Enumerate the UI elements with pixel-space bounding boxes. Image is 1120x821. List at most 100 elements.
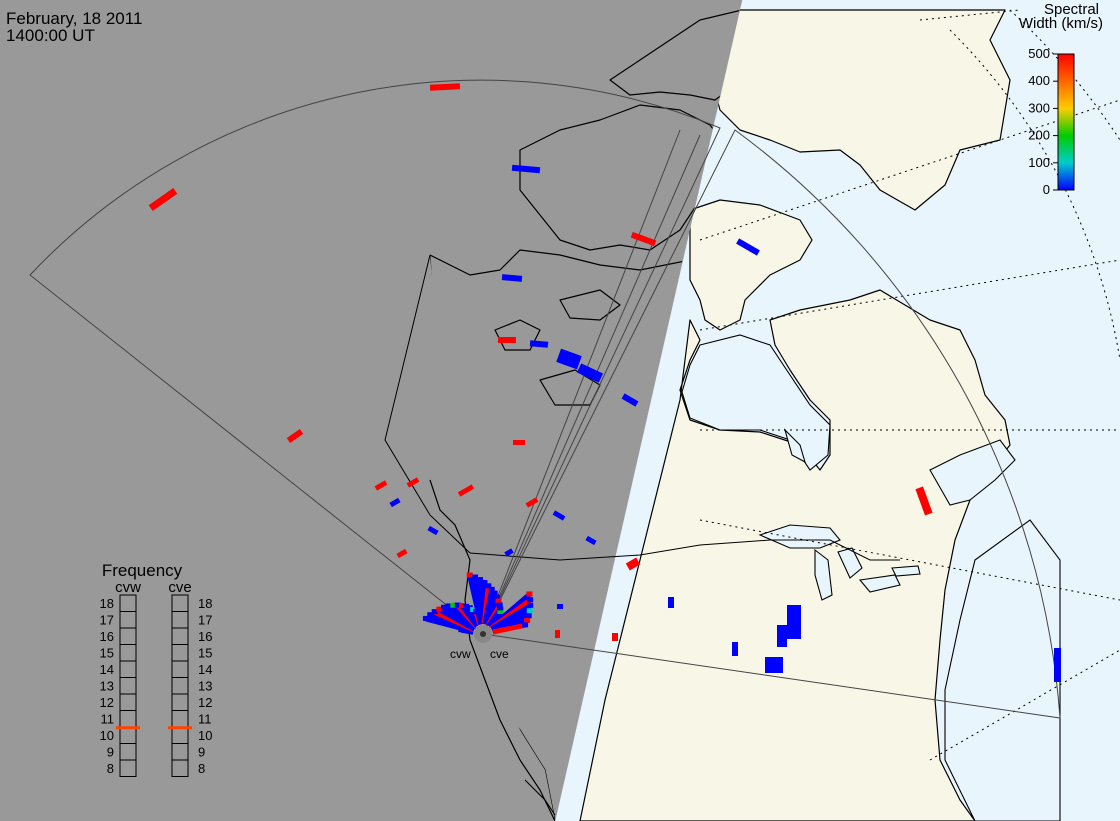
- frequency-scale-label: 12: [100, 695, 114, 710]
- echo-cell: [488, 586, 495, 592]
- frequency-scale-label: 13: [198, 679, 212, 694]
- frequency-panel: Frequency cvw cve 1817161514131211109818…: [100, 561, 212, 777]
- frequency-bar-cvw: [119, 594, 137, 777]
- echo-cell: [504, 548, 514, 557]
- frequency-scale-label: 11: [101, 712, 115, 727]
- echo-cell: [557, 604, 563, 609]
- echo-cell: [524, 618, 531, 624]
- frequency-scale-label: 8: [198, 761, 205, 776]
- echo-cell: [732, 642, 738, 656]
- echo-cell: [459, 602, 466, 608]
- frequency-scale-label: 16: [198, 629, 212, 644]
- frequency-scale-label: 13: [100, 679, 114, 694]
- frequency-scale-label: 18: [198, 596, 212, 611]
- colorbar-tick-label: 500: [1028, 46, 1050, 61]
- frequency-scale-label: 12: [198, 695, 212, 710]
- colorbar-tick-label: 300: [1028, 100, 1050, 115]
- echo-cell: [491, 590, 498, 596]
- echo-cell: [498, 337, 516, 343]
- colorbar-tick-label: 400: [1028, 73, 1050, 88]
- echo-cell: [445, 603, 452, 609]
- day-side-land: [579, 9, 1061, 821]
- echo-cell: [472, 574, 479, 580]
- echo-cell: [374, 480, 388, 491]
- echo-cell: [495, 598, 502, 604]
- echo-cell: [493, 594, 500, 600]
- radar-fov: [29, 79, 1061, 719]
- echo-cell: [1054, 648, 1061, 682]
- echo-cell: [497, 610, 504, 616]
- echo-cell: [668, 597, 674, 608]
- echo-cell: [429, 83, 461, 91]
- echo-cell: [396, 548, 408, 559]
- echo-cell: [476, 577, 483, 583]
- echo-cell: [777, 625, 787, 647]
- colorbar: Spectral Width (km/s) 500 400 300 200 100 0: [1019, 1, 1103, 197]
- echo-cell: [466, 605, 473, 611]
- frequency-scale-label: 9: [198, 745, 205, 760]
- echo-cell: [585, 535, 597, 546]
- echo-cell: [625, 557, 641, 571]
- scatter-data: [148, 83, 1061, 682]
- echo-cell: [525, 613, 532, 619]
- echo-cell: [525, 497, 539, 508]
- echo-cell: [427, 612, 434, 618]
- echo-cell: [431, 609, 438, 615]
- echo-cell: [787, 605, 801, 639]
- echo-cell: [577, 363, 603, 383]
- echo-cell: [436, 606, 443, 612]
- radar-site: [474, 625, 492, 643]
- echo-cell: [286, 428, 304, 444]
- echo-cell: [529, 340, 549, 348]
- radar-label-cvw: cvw: [450, 647, 471, 661]
- frequency-scale-label: 11: [198, 712, 212, 727]
- frequency-bar-cve: [171, 594, 189, 777]
- colorbar-gradient: [1057, 53, 1075, 191]
- echo-cell: [497, 606, 504, 612]
- echo-cell: [915, 486, 933, 516]
- frequency-scale-label: 15: [100, 646, 114, 661]
- frequency-radar-cvw: cvw: [115, 579, 141, 596]
- echo-cell: [501, 274, 523, 282]
- colorbar-tick-label: 100: [1028, 155, 1050, 170]
- echo-cell: [496, 602, 503, 608]
- colorbar-title: Spectral: [1044, 1, 1099, 18]
- echo-cell: [612, 633, 618, 641]
- borders: [384, 254, 900, 561]
- frequency-title: Frequency: [102, 561, 183, 580]
- frequency-scale-label: 10: [100, 728, 114, 743]
- terminator: [554, 0, 743, 821]
- frequency-scale-label: 9: [107, 745, 114, 760]
- colorbar-unit: Width (km/s): [1019, 15, 1103, 32]
- echo-cell: [527, 597, 534, 603]
- frequency-scale-label: 15: [198, 646, 212, 661]
- frequency-scale-label: 17: [100, 613, 114, 628]
- frequency-scale-label: 14: [100, 662, 114, 677]
- echo-cell: [463, 603, 470, 609]
- echo-cell: [427, 525, 439, 536]
- echo-cell: [736, 238, 760, 256]
- frequency-scale-label: 18: [100, 596, 114, 611]
- echo-cell: [457, 484, 475, 497]
- time-label: 1400:00 UT: [6, 26, 95, 45]
- frequency-scale-label: 17: [198, 613, 212, 628]
- date-label: February, 18 2011: [6, 9, 142, 28]
- radar-label-cve: cve: [490, 647, 509, 661]
- frequency-scale-label: 16: [100, 629, 114, 644]
- echo-beam: [492, 622, 526, 635]
- echo-cell: [630, 231, 657, 247]
- echo-cell: [526, 608, 533, 614]
- echo-cell: [441, 604, 448, 610]
- echo-cell: [389, 497, 401, 508]
- frequency-scale-label: 14: [198, 662, 212, 677]
- frequency-radar-cve: cve: [168, 579, 191, 596]
- echo-cell: [511, 164, 541, 174]
- echo-cell: [466, 572, 473, 578]
- echo-cell: [454, 602, 461, 608]
- echo-cell: [522, 622, 529, 628]
- echo-cell: [552, 510, 566, 521]
- frequency-scale-label: 10: [198, 728, 212, 743]
- echo-cell: [481, 580, 488, 586]
- echo-cell: [765, 657, 783, 673]
